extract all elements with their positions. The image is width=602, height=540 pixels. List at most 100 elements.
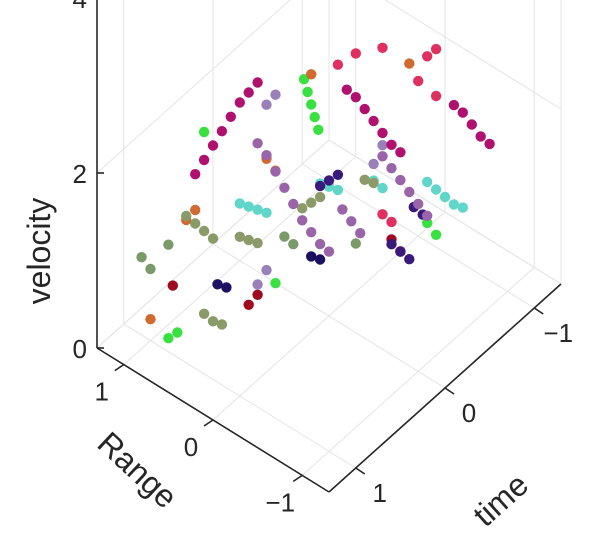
data-point [314,254,326,265]
data-point [261,150,272,161]
data-point [136,252,147,263]
data-point [243,299,254,310]
data-point [198,308,210,319]
data-point [314,180,326,192]
data-point [252,279,263,290]
data-point [306,99,317,110]
data-point [377,209,388,220]
x-axis-label: time [466,466,535,533]
data-point [422,51,433,62]
data-point [221,282,232,293]
data-point [341,84,352,95]
data-point [216,126,228,137]
data-point [355,228,366,239]
x-tick-mark [533,307,544,315]
data-point [297,203,308,214]
data-point [270,166,281,177]
grid-layer [96,0,562,476]
z-axis-label: velocity [21,198,57,305]
data-point [306,251,317,262]
data-point [386,239,397,250]
data-point [207,233,219,244]
data-point [323,175,335,186]
floor-grid-line [301,267,535,476]
data-point [448,199,460,210]
data-point [430,184,442,195]
data-point [377,140,388,151]
data-point [386,163,397,174]
data-point [252,237,263,249]
data-point [377,182,388,194]
data-point [430,43,442,55]
data-point [163,239,174,250]
data-point [288,198,299,210]
data-point [359,103,370,115]
data-point [167,280,178,291]
data-point [313,124,324,135]
data-point [163,333,174,344]
y-tick-mark [114,363,125,372]
x-tick-mark [444,387,455,395]
data-point [457,202,468,213]
data-point [359,174,370,185]
data-point [377,42,388,53]
data-point [377,127,388,139]
y-tick-label: −1 [265,487,295,517]
data-point [332,184,344,196]
data-point [430,229,442,240]
data-point [404,186,415,198]
data-point [475,131,486,142]
data-point [457,107,468,118]
data-point [145,314,156,325]
data-point [198,225,210,237]
data-point [413,198,424,210]
wall-grid-line [96,0,291,174]
data-point [145,263,156,275]
data-point [332,169,344,180]
data-point [337,204,348,215]
data-point [346,216,357,227]
data-point [306,69,317,80]
data-point [212,279,223,290]
ticks-layer: 10−110−1024 [73,0,574,517]
data-point [216,319,228,330]
data-point [181,210,192,222]
data-point [302,86,313,98]
data-point [243,234,254,246]
data-point [234,231,245,242]
data-point [190,218,201,229]
data-point [350,238,361,249]
data-point [404,58,415,69]
data-point [288,239,299,250]
data-point [252,204,263,215]
data-point [377,151,388,162]
data-point [350,48,361,59]
floor-grid-line [123,156,357,365]
data-point [484,138,495,150]
data-point [395,147,406,158]
wall-grid-line [384,0,562,110]
data-point [207,140,219,151]
data-point [368,115,379,127]
data-point [386,216,397,228]
data-point [466,119,477,130]
data-point [234,198,245,209]
y-tick-label: 1 [95,377,109,407]
x-tick-mark [355,467,366,475]
data-point [190,169,201,180]
data-point [350,92,361,103]
y-tick-mark [203,419,214,427]
data-point [368,177,379,189]
data-point [306,197,317,208]
data-point [314,238,326,250]
data-point [368,158,379,170]
data-point [261,99,272,110]
data-point [404,254,415,265]
data-point [323,246,335,257]
x-tick-label: 0 [462,398,476,428]
data-point [261,207,272,218]
data-point [297,215,308,226]
data-point [395,246,406,257]
z-tick-label: 4 [73,0,87,14]
